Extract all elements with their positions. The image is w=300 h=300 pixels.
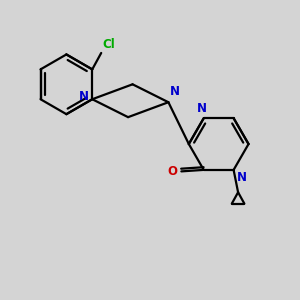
Text: N: N xyxy=(237,171,247,184)
Text: O: O xyxy=(168,165,178,178)
Text: Cl: Cl xyxy=(103,38,116,52)
Text: N: N xyxy=(197,102,207,115)
Text: N: N xyxy=(170,85,180,98)
Text: N: N xyxy=(79,90,89,103)
